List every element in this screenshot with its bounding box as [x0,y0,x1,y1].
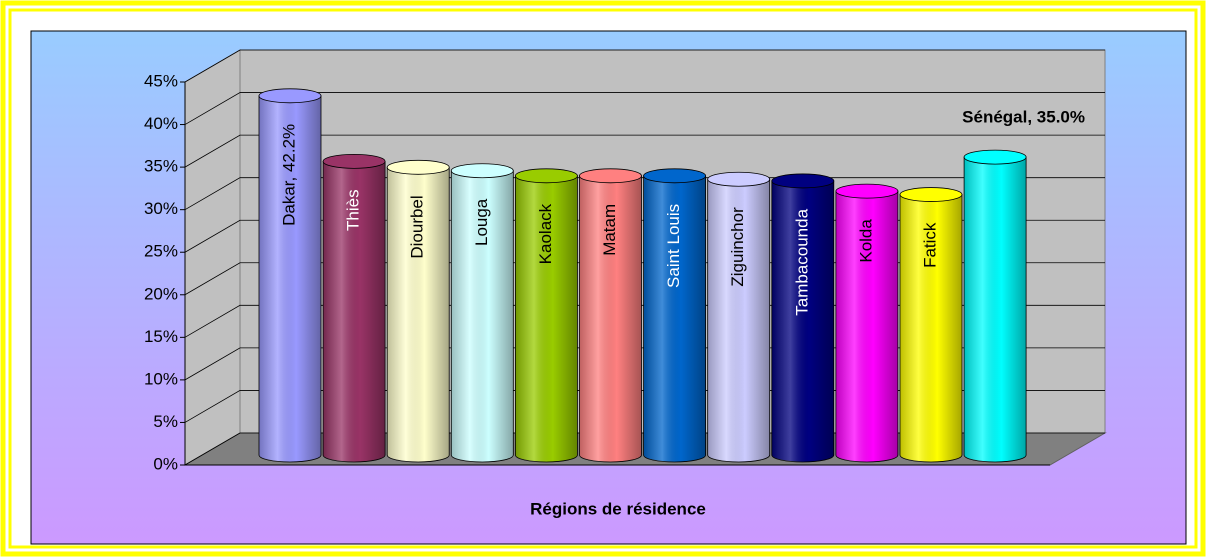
y-tick-label: 20% [144,284,178,303]
bar-top [579,168,642,184]
bar-shade [579,175,642,462]
y-tick-label: 15% [144,327,178,346]
bar-top [899,187,963,202]
bar-shade [387,167,450,462]
data-label: Dakar, 42.2% [279,124,298,226]
data-label: Kolda [856,219,875,263]
bar-shade [515,175,578,462]
y-tick-label: 10% [144,369,178,388]
data-label: Louga [472,198,491,246]
grid-line [184,134,1105,168]
data-label: Tambacounda [792,208,811,315]
y-tick-label: 30% [144,199,178,218]
bar-shade [964,157,1027,462]
y-tick-label: 0% [153,454,178,473]
grid-line [184,92,1105,125]
data-label: Thiès [344,189,363,231]
data-label: Fatick [920,222,939,268]
y-tick-label: 35% [144,157,178,176]
bar-top [322,153,386,169]
data-label: Ziguinchor [728,207,747,287]
bar-shade [259,95,321,462]
data-label: Saint Louis [664,204,683,288]
data-label: Sénégal, 35.0% [962,107,1085,126]
bar-top [835,183,899,199]
bar-shade [643,175,706,462]
y-tick-label: 25% [144,242,178,261]
bar-shade [771,180,834,463]
bar-top [258,88,322,104]
y-tick-label: 5% [153,412,178,431]
bar-top [386,159,450,175]
bar-top [771,173,835,189]
bar-top [450,163,514,179]
data-label: Diourbel [408,195,427,258]
bar-shade [451,170,514,462]
bar-top [515,168,578,184]
bar-top [707,171,771,187]
data-label: Kaolack [536,203,555,264]
bar-shade [835,191,898,462]
data-label: Matam [600,204,619,256]
grid-line [184,49,1105,83]
bar-top [643,168,706,184]
bar-top [963,149,1027,165]
bar-shade [707,179,770,462]
bar-shade [323,161,386,462]
bar-shade [900,194,962,462]
x-axis-label: Régions de résidence [530,499,706,518]
side-wall [184,49,241,466]
y-tick-label: 45% [144,71,178,90]
frame-inner [8,8,1198,549]
y-tick-label: 40% [144,114,178,133]
